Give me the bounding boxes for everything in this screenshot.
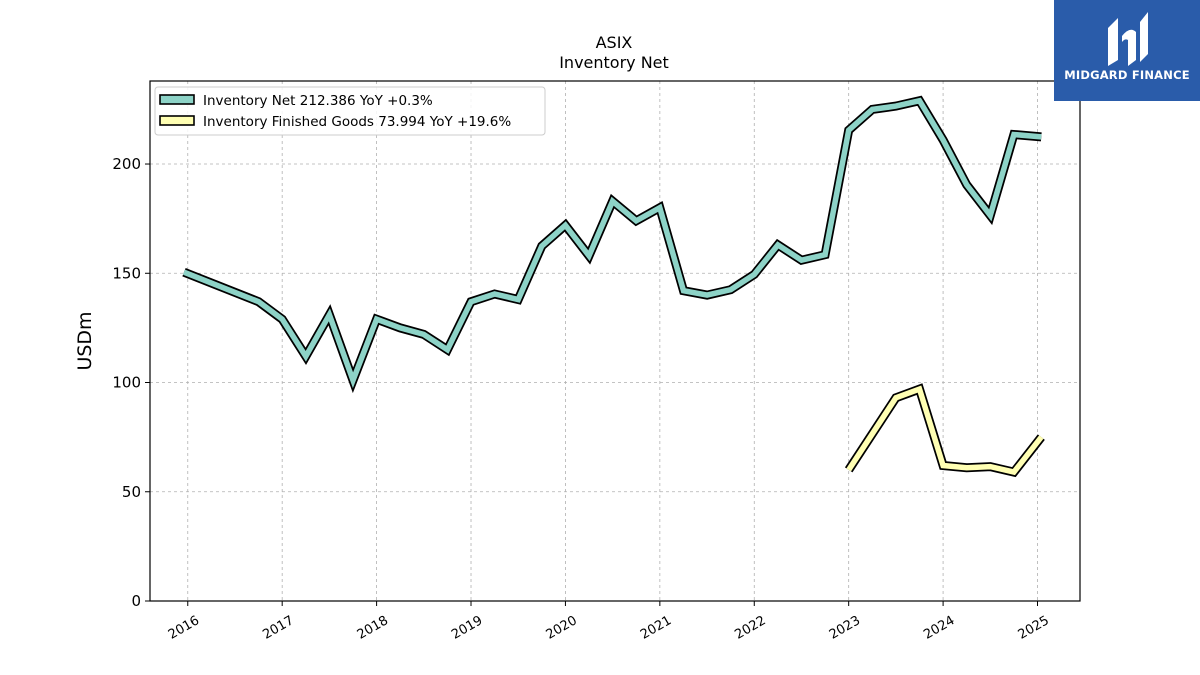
x-tick-label: 2016 — [166, 613, 202, 643]
x-tick-label: 2021 — [638, 613, 674, 643]
x-tick-label: 2018 — [355, 613, 391, 643]
x-tick-label: 2024 — [921, 613, 957, 643]
x-tick-label: 2023 — [827, 613, 863, 643]
y-tick-label: 0 — [131, 592, 141, 610]
grid — [150, 81, 1080, 601]
legend-swatch — [159, 115, 195, 126]
legend-label: Inventory Finished Goods 73.994 YoY +19.… — [203, 114, 511, 130]
chart-subtitle: Inventory Net — [559, 53, 669, 72]
y-tick-label: 100 — [112, 374, 141, 392]
y-tick-label: 50 — [122, 483, 141, 501]
x-tick-label: 2022 — [732, 613, 768, 643]
x-tick-label: 2025 — [1016, 613, 1052, 643]
legend-label: Inventory Net 212.386 YoY +0.3% — [203, 93, 433, 109]
legend-box — [154, 86, 546, 136]
y-axis-label: USDm — [74, 311, 96, 370]
series-group — [182, 95, 1045, 478]
y-tick-label: 150 — [112, 264, 141, 282]
chart-title: ASIX — [596, 33, 633, 52]
x-tick-label: 2017 — [260, 613, 296, 643]
logo-text: MIDGARD FINANCE — [1064, 68, 1190, 82]
brand-logo: MIDGARD FINANCE — [1054, 0, 1200, 101]
x-axis: 2016 2017 2018 2019 2020 2021 2022 2023 2024 2025 — [166, 601, 1052, 643]
x-tick-label: 2019 — [449, 613, 485, 643]
logo-mark-icon — [1108, 12, 1148, 66]
y-axis: 0 50 100 150 200 — [112, 155, 150, 610]
series-line-outline-1 — [182, 95, 1042, 394]
series-line-2 — [846, 385, 1044, 476]
x-tick-label: 2020 — [544, 613, 580, 643]
legend-swatch — [159, 94, 195, 105]
plot-area-frame — [149, 80, 1081, 602]
legend: Inventory Net 212.386 YoY +0.3% Inventory… — [154, 86, 546, 136]
series-line-1 — [182, 97, 1042, 389]
y-tick-label: 200 — [112, 155, 141, 173]
